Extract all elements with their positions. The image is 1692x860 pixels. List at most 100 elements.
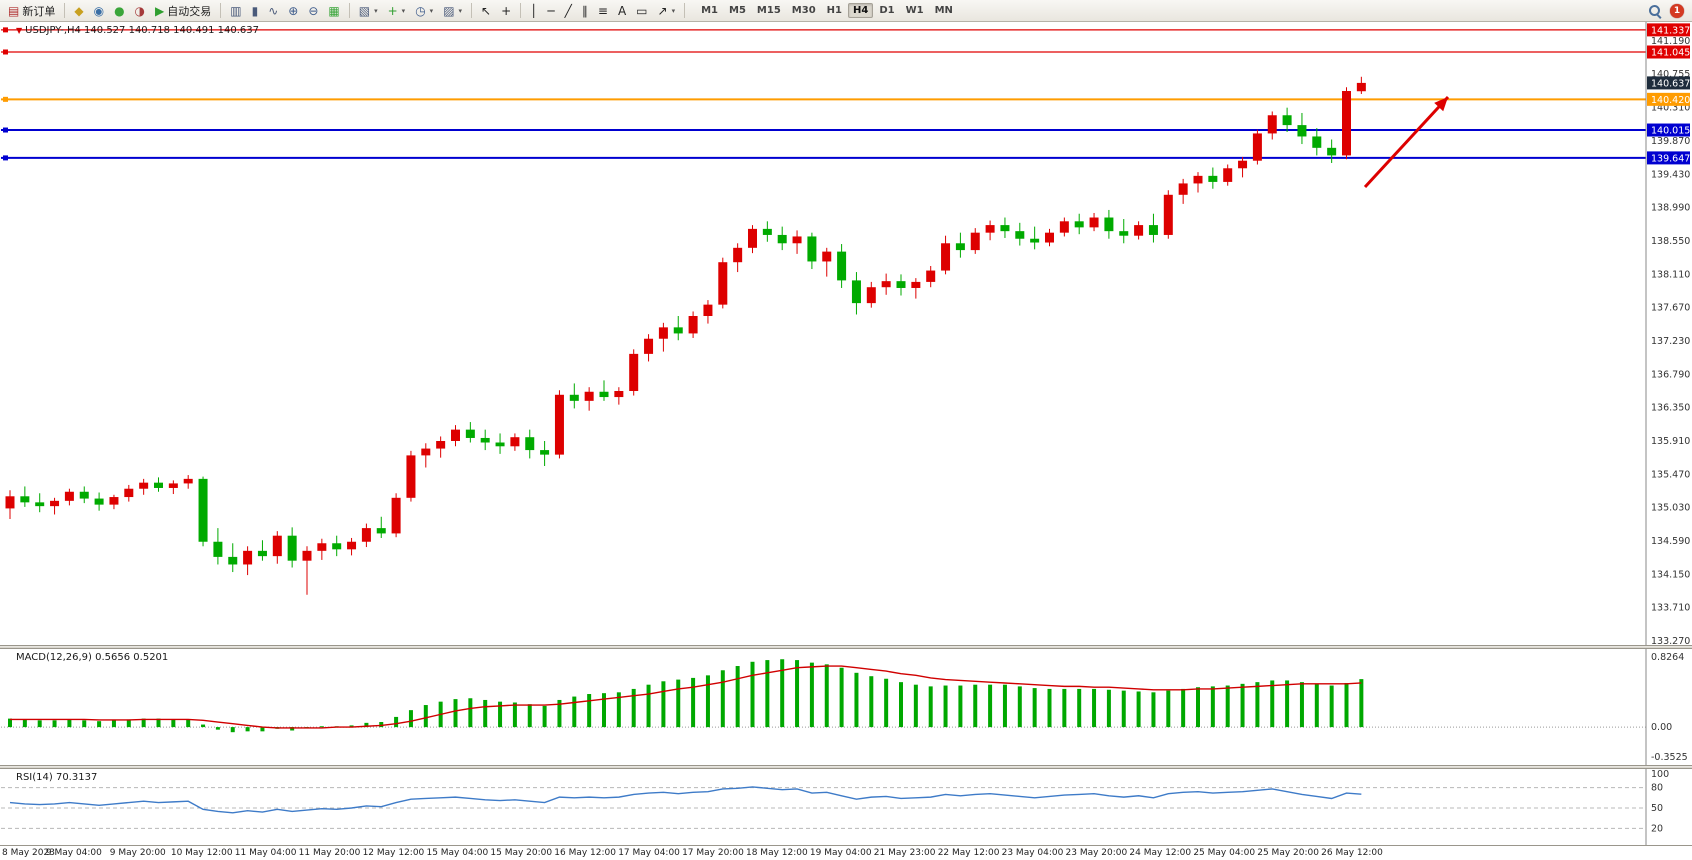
macd-histogram-bar	[453, 699, 458, 728]
candle-body	[376, 528, 386, 534]
vertical-line-button[interactable]: │	[526, 2, 541, 20]
periods-button[interactable]: ◷ ▾	[411, 2, 437, 20]
line-chart-button[interactable]: ∿	[264, 2, 282, 20]
macd-histogram-bar	[1002, 684, 1007, 728]
arrows-button[interactable]: ↗ ▾	[654, 2, 680, 20]
toolbar-right: 1	[1647, 3, 1688, 19]
candle-body	[35, 502, 45, 507]
zoom-in-button[interactable]: ⊕	[284, 2, 302, 20]
crosshair-button[interactable]: +	[497, 2, 515, 20]
rsi-canvas[interactable]: 100 80 50 20	[0, 769, 1692, 845]
macd-histogram-bar	[676, 679, 681, 728]
timeframe-mn-button[interactable]: MN	[930, 3, 958, 18]
price-line-handle[interactable]	[3, 96, 8, 102]
indicators-button[interactable]: + ▾	[384, 2, 410, 20]
price-badge-label: 141.045	[1651, 47, 1690, 58]
macd-histogram-bar	[82, 720, 87, 728]
macd-histogram-bar	[1196, 687, 1200, 728]
toolbar-separator	[64, 3, 66, 18]
equidistant-channel-icon: ∥	[581, 3, 588, 18]
candle-body	[168, 483, 178, 488]
candle-body	[64, 491, 74, 501]
price-line-handle[interactable]	[3, 127, 8, 133]
panel-splitter[interactable]	[0, 765, 1692, 769]
candle-body	[881, 281, 891, 288]
toolbar-separator	[220, 3, 222, 18]
trend-arrow[interactable]	[1363, 95, 1450, 189]
candle-body	[629, 353, 639, 391]
new-order-button[interactable]: ▤ 新订单	[4, 2, 59, 20]
timeframe-m5-button[interactable]: M5	[724, 3, 751, 18]
macd-histogram-bar	[1017, 686, 1022, 728]
price-line-handle[interactable]	[3, 155, 8, 161]
text-button[interactable]: A	[614, 2, 630, 20]
macd-histogram-bar	[824, 664, 829, 728]
tile-windows-button[interactable]: ▦	[324, 2, 343, 20]
macd-histogram-bar	[1270, 680, 1275, 728]
price-tick-label: 138.110	[1651, 269, 1690, 280]
notification-badge[interactable]: 1	[1670, 3, 1684, 18]
time-axis-label: 11 May 20:00	[298, 848, 361, 858]
search-icon[interactable]	[1647, 3, 1663, 19]
price-line-handle[interactable]	[3, 49, 8, 55]
candle-body	[213, 541, 223, 557]
timeframe-d1-button[interactable]: D1	[874, 3, 899, 18]
zoom-out-button[interactable]: ⊖	[304, 2, 322, 20]
time-axis-label: 18 May 12:00	[745, 848, 808, 858]
price-badge	[1647, 45, 1690, 59]
candle-body	[287, 535, 297, 561]
time-axis-label: 25 May 04:00	[1193, 848, 1256, 858]
timeframe-h4-button[interactable]: H4	[848, 3, 874, 18]
price-line-handle[interactable]	[3, 27, 8, 33]
trend-arrow-head[interactable]	[1434, 97, 1448, 112]
candlestick-chart-button[interactable]: ▮	[248, 2, 263, 20]
macd-histogram-bar	[1151, 692, 1156, 728]
price-chart-panel: 141.190 140.755 140.310 139.870 139.430 138.9…	[0, 22, 1692, 645]
bar-chart-button[interactable]: ▥	[226, 2, 245, 20]
macd-tick-label: -0.3525	[1651, 752, 1688, 763]
market-button[interactable]: ◑	[131, 2, 149, 20]
panel-splitter[interactable]	[0, 645, 1692, 649]
timeframe-w1-button[interactable]: W1	[901, 3, 929, 18]
candle-body	[703, 304, 713, 317]
trendline-button[interactable]: ╱	[561, 2, 576, 20]
auto-trading-button[interactable]: ▶ 自动交易	[151, 2, 215, 20]
macd-tick-label: 0.00	[1651, 722, 1672, 733]
expert-advisors-button[interactable]: ◆	[70, 2, 87, 20]
timeframe-m30-button[interactable]: M30	[787, 3, 821, 18]
chat-button[interactable]: ◉	[90, 2, 108, 20]
candle-body	[1030, 238, 1040, 243]
fibonacci-button[interactable]: ≡	[594, 2, 612, 20]
macd-histogram-bar	[1240, 683, 1245, 728]
text-label-button[interactable]: ▭	[632, 2, 651, 20]
time-axis[interactable]: 8 May 2023 9 May 04:00 9 May 20:00 10 May 1…	[0, 845, 1692, 860]
macd-histogram-bar	[720, 670, 725, 728]
macd-histogram-bar	[141, 718, 146, 728]
timeframe-m15-button[interactable]: M15	[752, 3, 786, 18]
candle-body	[1208, 175, 1218, 182]
price-chart-canvas[interactable]: 141.190 140.755 140.310 139.870 139.430 138.9…	[0, 22, 1692, 645]
candle-body	[1297, 125, 1307, 137]
macd-histogram-bar	[171, 719, 176, 728]
new-chart-button[interactable]: ▧ ▾	[355, 2, 382, 20]
timeframe-h1-button[interactable]: H1	[822, 3, 847, 18]
macd-histogram-bar	[245, 727, 250, 732]
candle-body	[1193, 175, 1203, 184]
macd-canvas[interactable]: 0.8264 0.00 -0.3525	[0, 649, 1692, 765]
time-axis-label: 11 May 04:00	[234, 848, 297, 858]
news-button[interactable]: ●	[110, 2, 128, 20]
candle-body	[361, 528, 371, 542]
horizontal-line-button[interactable]: ─	[543, 2, 558, 20]
equidistant-channel-button[interactable]: ∥	[578, 2, 592, 20]
rsi-label: RSI(14) 70.3137	[16, 772, 98, 783]
zoom-out-icon: ⊖	[308, 3, 319, 18]
macd-histogram-bar	[765, 660, 770, 728]
macd-histogram-bar	[899, 682, 903, 728]
macd-histogram-bar	[22, 719, 27, 728]
timeframe-m1-button[interactable]: M1	[696, 3, 723, 18]
horizontal-line-icon: ─	[547, 3, 555, 18]
candle-body	[1015, 231, 1025, 239]
cursor-button[interactable]: ↖	[477, 2, 495, 20]
templates-button[interactable]: ▨ ▾	[439, 2, 466, 20]
price-badge	[1647, 23, 1690, 37]
